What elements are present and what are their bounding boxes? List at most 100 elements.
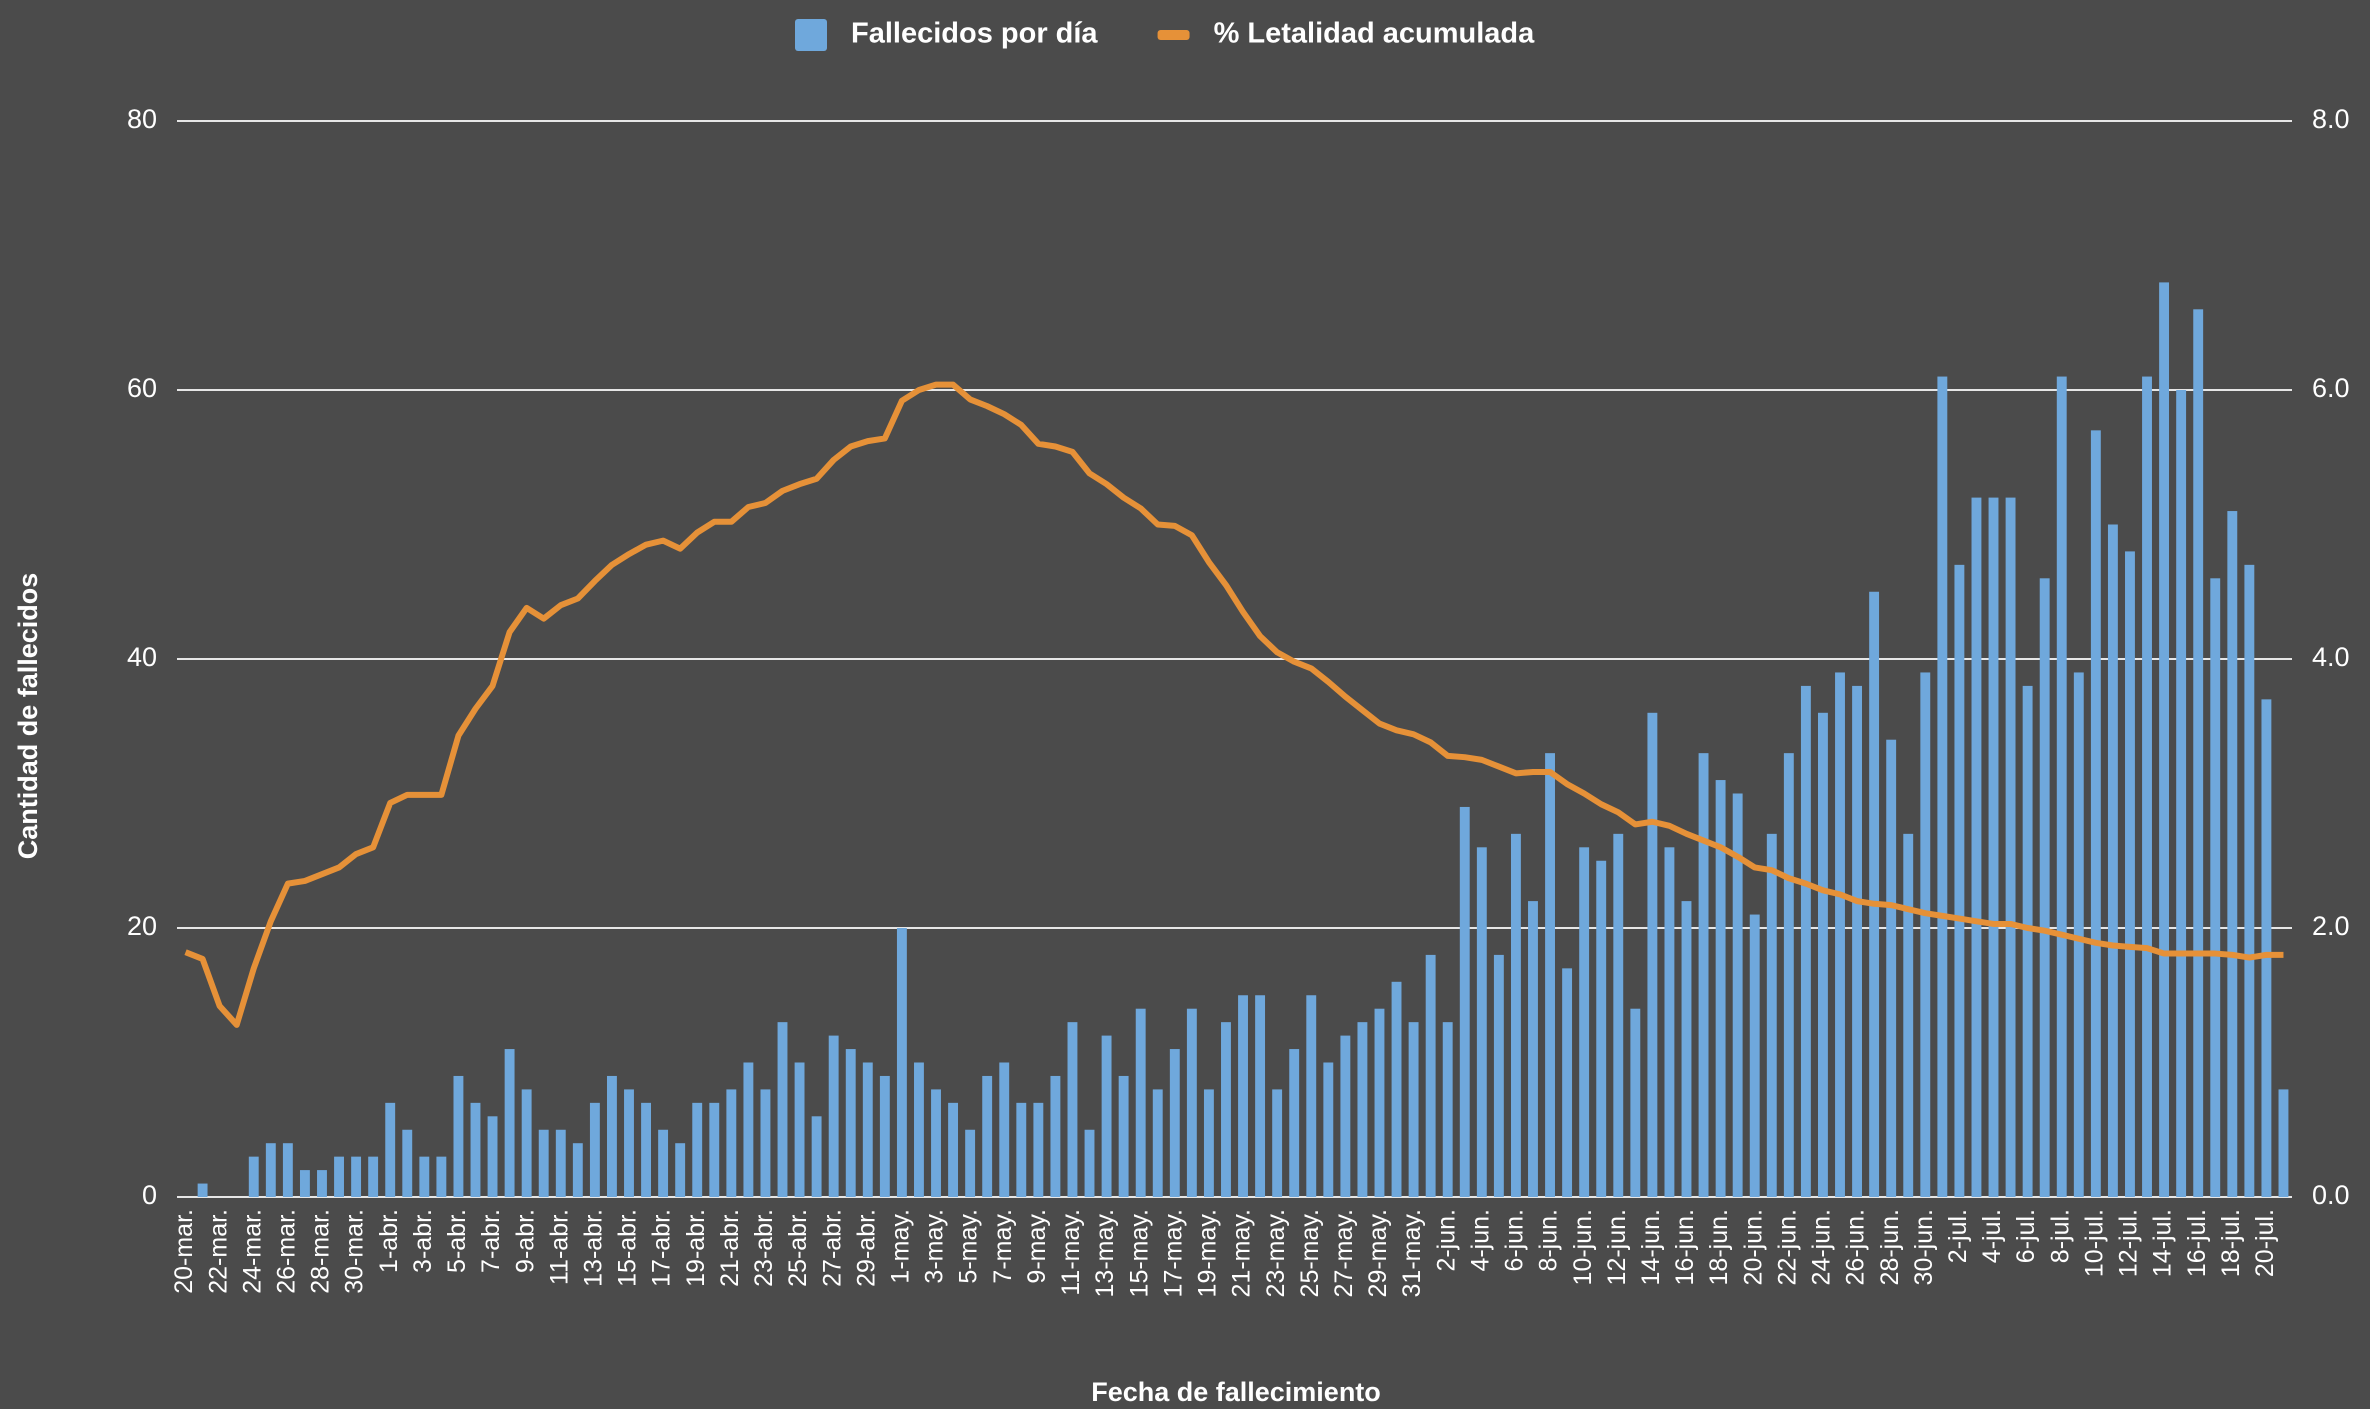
bar [1835, 672, 1845, 1197]
x-tick-label: 26-mar. [272, 1209, 300, 1294]
x-tick-label: 9-abr. [511, 1209, 539, 1273]
y2-tick-label: 8.0 [2312, 104, 2350, 134]
bar [419, 1156, 430, 1197]
bar [1476, 847, 1487, 1197]
bar [862, 1062, 873, 1197]
x-tick-label: 14-jul. [2149, 1209, 2177, 1277]
bar [1033, 1102, 1044, 1197]
bar [1800, 685, 1811, 1197]
y2-tick-label: 4.0 [2312, 642, 2350, 672]
bar [2278, 1089, 2289, 1197]
bar [1016, 1102, 1027, 1197]
bar [487, 1116, 498, 1197]
x-tick-label: 1-may. [887, 1209, 915, 1284]
bar [1221, 1022, 1231, 1197]
bar [1766, 833, 1777, 1197]
bar [965, 1129, 976, 1197]
bar [197, 1183, 208, 1197]
y2-tick-label: 0.0 [2312, 1180, 2350, 1210]
bar [624, 1089, 634, 1197]
bar [521, 1089, 532, 1197]
bar [1391, 981, 1402, 1197]
x-tick-label: 15-may. [1125, 1209, 1153, 1297]
x-tick-label: 6-jul. [2012, 1209, 2040, 1263]
bar [351, 1156, 362, 1197]
legend-label: % Letalidad acumulada [1214, 18, 1536, 50]
x-tick-label: 21-may. [1228, 1209, 1256, 1297]
bar [2125, 551, 2135, 1197]
y-axis-title: Cantidad de fallecidos [13, 573, 43, 860]
bar [2244, 564, 2255, 1197]
bar [709, 1102, 720, 1197]
x-tick-label: 21-abr. [716, 1209, 744, 1287]
bar [2142, 376, 2152, 1197]
x-tick-label: 4-jul. [1978, 1209, 2006, 1263]
x-tick-label: 26-jun. [1842, 1209, 1870, 1285]
x-tick-label: 29-may. [1364, 1209, 1392, 1297]
x-tick-label: 18-jul. [2217, 1209, 2245, 1277]
bar [538, 1129, 549, 1197]
bar [1067, 1022, 1078, 1197]
bar [1084, 1129, 1095, 1197]
bar [1920, 672, 1931, 1197]
x-tick-label: 23-may. [1262, 1209, 1290, 1297]
x-tick-label: 12-jul. [2115, 1209, 2143, 1277]
bar [1101, 1035, 1112, 1197]
bar [777, 1022, 788, 1197]
bar [2227, 511, 2238, 1197]
bar [1783, 753, 1794, 1197]
x-tick-label: 1-abr. [375, 1209, 403, 1273]
x-tick-label: 5-may. [955, 1209, 983, 1284]
bar [1272, 1089, 1283, 1197]
bar [470, 1102, 481, 1197]
x-tick-label: 3-abr. [409, 1209, 437, 1273]
bar [1664, 847, 1675, 1197]
x-tick-label: 27-abr. [818, 1209, 846, 1287]
bar [1937, 376, 1948, 1197]
bar [1510, 833, 1521, 1197]
bar [1749, 914, 1760, 1197]
bar [794, 1062, 805, 1197]
bar [2210, 578, 2221, 1197]
bar [385, 1102, 396, 1197]
y-tick-label: 20 [127, 911, 157, 941]
bar [2056, 376, 2067, 1197]
bar [1408, 1022, 1419, 1197]
bar [2022, 685, 2033, 1197]
x-tick-label: 27-may. [1330, 1209, 1358, 1297]
x-tick-label: 4-jun. [1466, 1209, 1494, 1272]
bar [879, 1075, 890, 1197]
bar [2090, 430, 2101, 1198]
x-tick-label: 23-abr. [750, 1209, 778, 1287]
bar [299, 1170, 310, 1197]
bar [436, 1156, 447, 1197]
bar [982, 1075, 993, 1197]
x-tick-label: 20-mar. [170, 1209, 198, 1294]
bar [1442, 1022, 1453, 1197]
bar [948, 1102, 959, 1197]
bar [692, 1102, 703, 1197]
x-tick-label: 2-jul. [1944, 1209, 1972, 1263]
x-tick-label: 11-abr. [545, 1209, 573, 1285]
bar [265, 1143, 276, 1197]
bar [1886, 739, 1897, 1197]
bar [1238, 995, 1248, 1197]
bar [1596, 860, 1607, 1197]
bar [1186, 1008, 1197, 1197]
x-tick-label: 25-may. [1296, 1209, 1324, 1297]
x-tick-label: 28-mar. [307, 1209, 335, 1294]
bar [828, 1035, 839, 1197]
x-tick-label: 16-jun. [1671, 1209, 1699, 1285]
bar [641, 1102, 651, 1197]
x-tick-label: 31-may. [1398, 1209, 1426, 1297]
bar [1203, 1089, 1214, 1197]
bar [1579, 847, 1590, 1197]
bar [1493, 954, 1504, 1197]
bar [743, 1062, 754, 1197]
x-tick-label: 30-jun. [1910, 1209, 1938, 1285]
bar [1630, 1008, 1641, 1197]
bar [658, 1129, 669, 1197]
x-tick-label: 2-jun. [1432, 1209, 1460, 1272]
x-tick-label: 8-jun. [1535, 1209, 1563, 1272]
